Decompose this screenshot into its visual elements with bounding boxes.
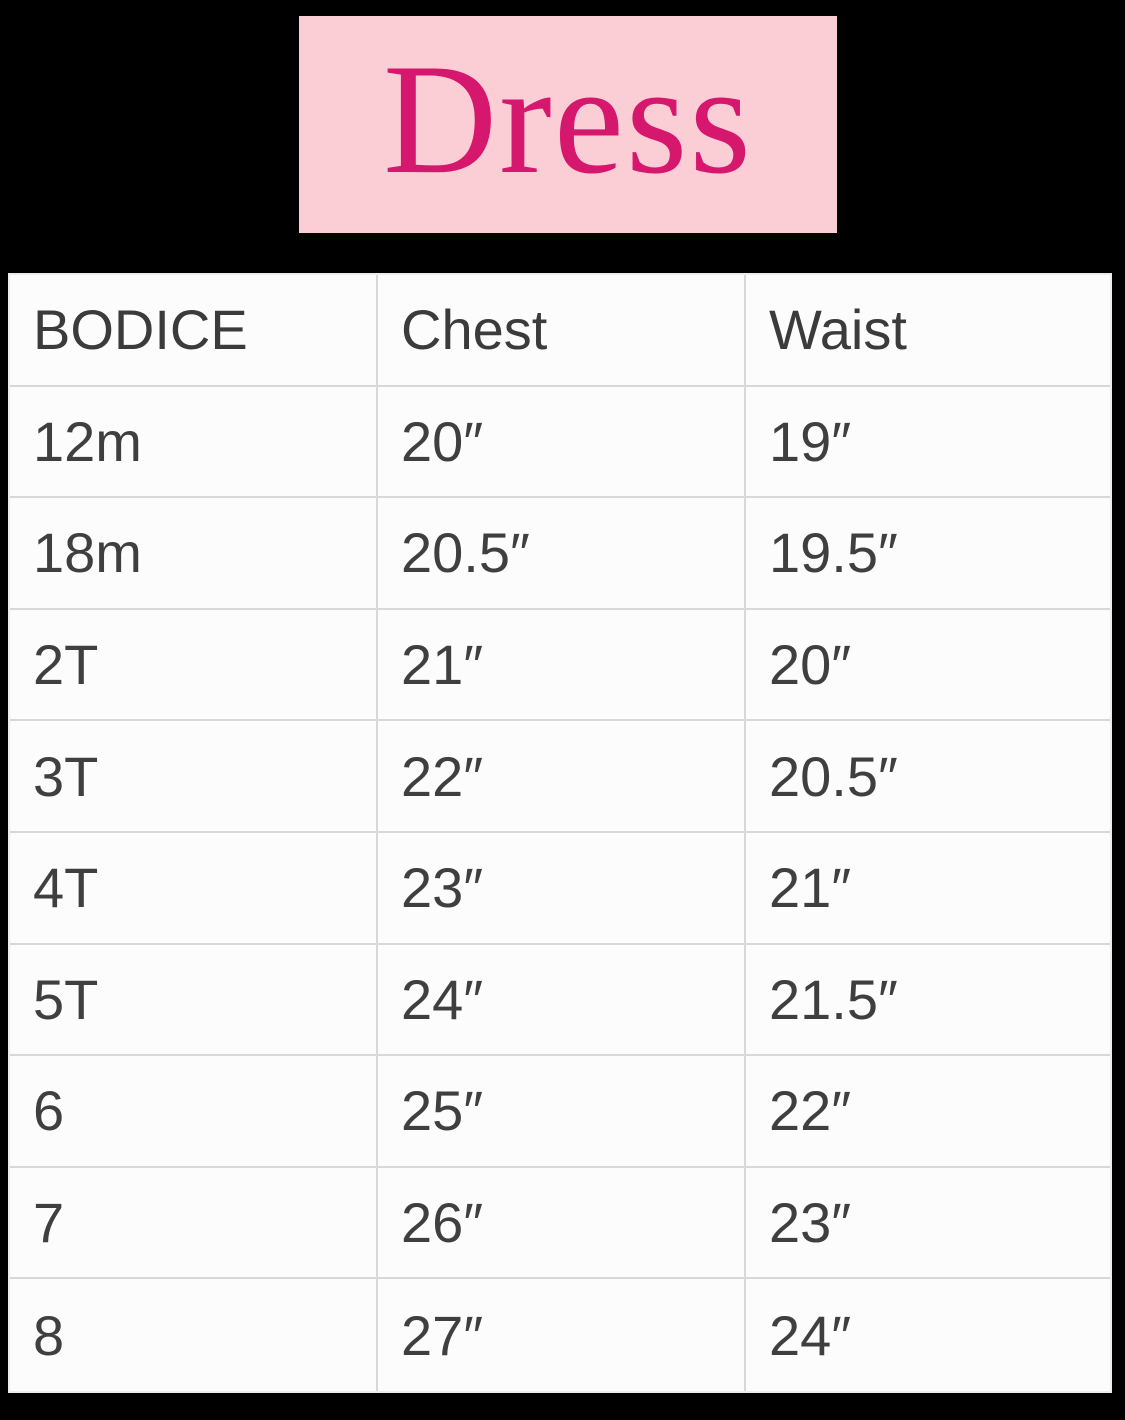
table-cell-size: 3T [10,721,378,833]
table-cell-size: 18m [10,498,378,610]
table-cell-size: 7 [10,1167,378,1280]
table-cell-chest: 20″ [378,386,746,499]
dress-banner: Dress [299,16,837,233]
table-cell-chest: 20.5″ [378,498,746,610]
size-chart-table: BODICE Chest Waist 12m 20″ 19″ 18m 20.5″… [8,273,1112,1393]
table-cell-chest: 23″ [378,832,746,945]
table-cell-size: 8 [10,1279,378,1391]
table-cell-waist: 24″ [769,1303,852,1367]
table-cell-chest: 24″ [378,944,746,1057]
table-cell-size: 6 [10,1056,378,1168]
header-cell-bodice: BODICE [10,275,378,387]
banner-title: Dress [383,31,753,207]
table-cell-chest: 26″ [378,1167,746,1280]
table-cell-chest: 21″ [378,609,746,722]
table-cell-chest: 27″ [378,1279,746,1391]
table-cell-waist: 20.5″ [746,721,1110,833]
table-cell-waist: 19.5″ [746,498,1110,610]
table-cell-waist: 23″ [746,1168,1110,1280]
table-cell-waist: 21″ [746,833,1110,945]
table-cell-waist: 20″ [746,610,1110,722]
table-cell-size: 4T [10,832,378,945]
table-cell-size: 12m [10,386,378,499]
header-cell-chest: Chest [378,275,746,387]
table-cell-waist: 19″ [746,387,1110,499]
table-cell-size: 2T [10,609,378,722]
table-cell-waist: 21.5″ [746,945,1110,1057]
table-cell-waist: 22″ [746,1056,1110,1168]
table-cell-chest: 25″ [378,1056,746,1168]
header-cell-waist: Waist [746,275,1110,387]
table-cell-chest: 22″ [378,721,746,833]
table-cell-size: 5T [10,944,378,1057]
